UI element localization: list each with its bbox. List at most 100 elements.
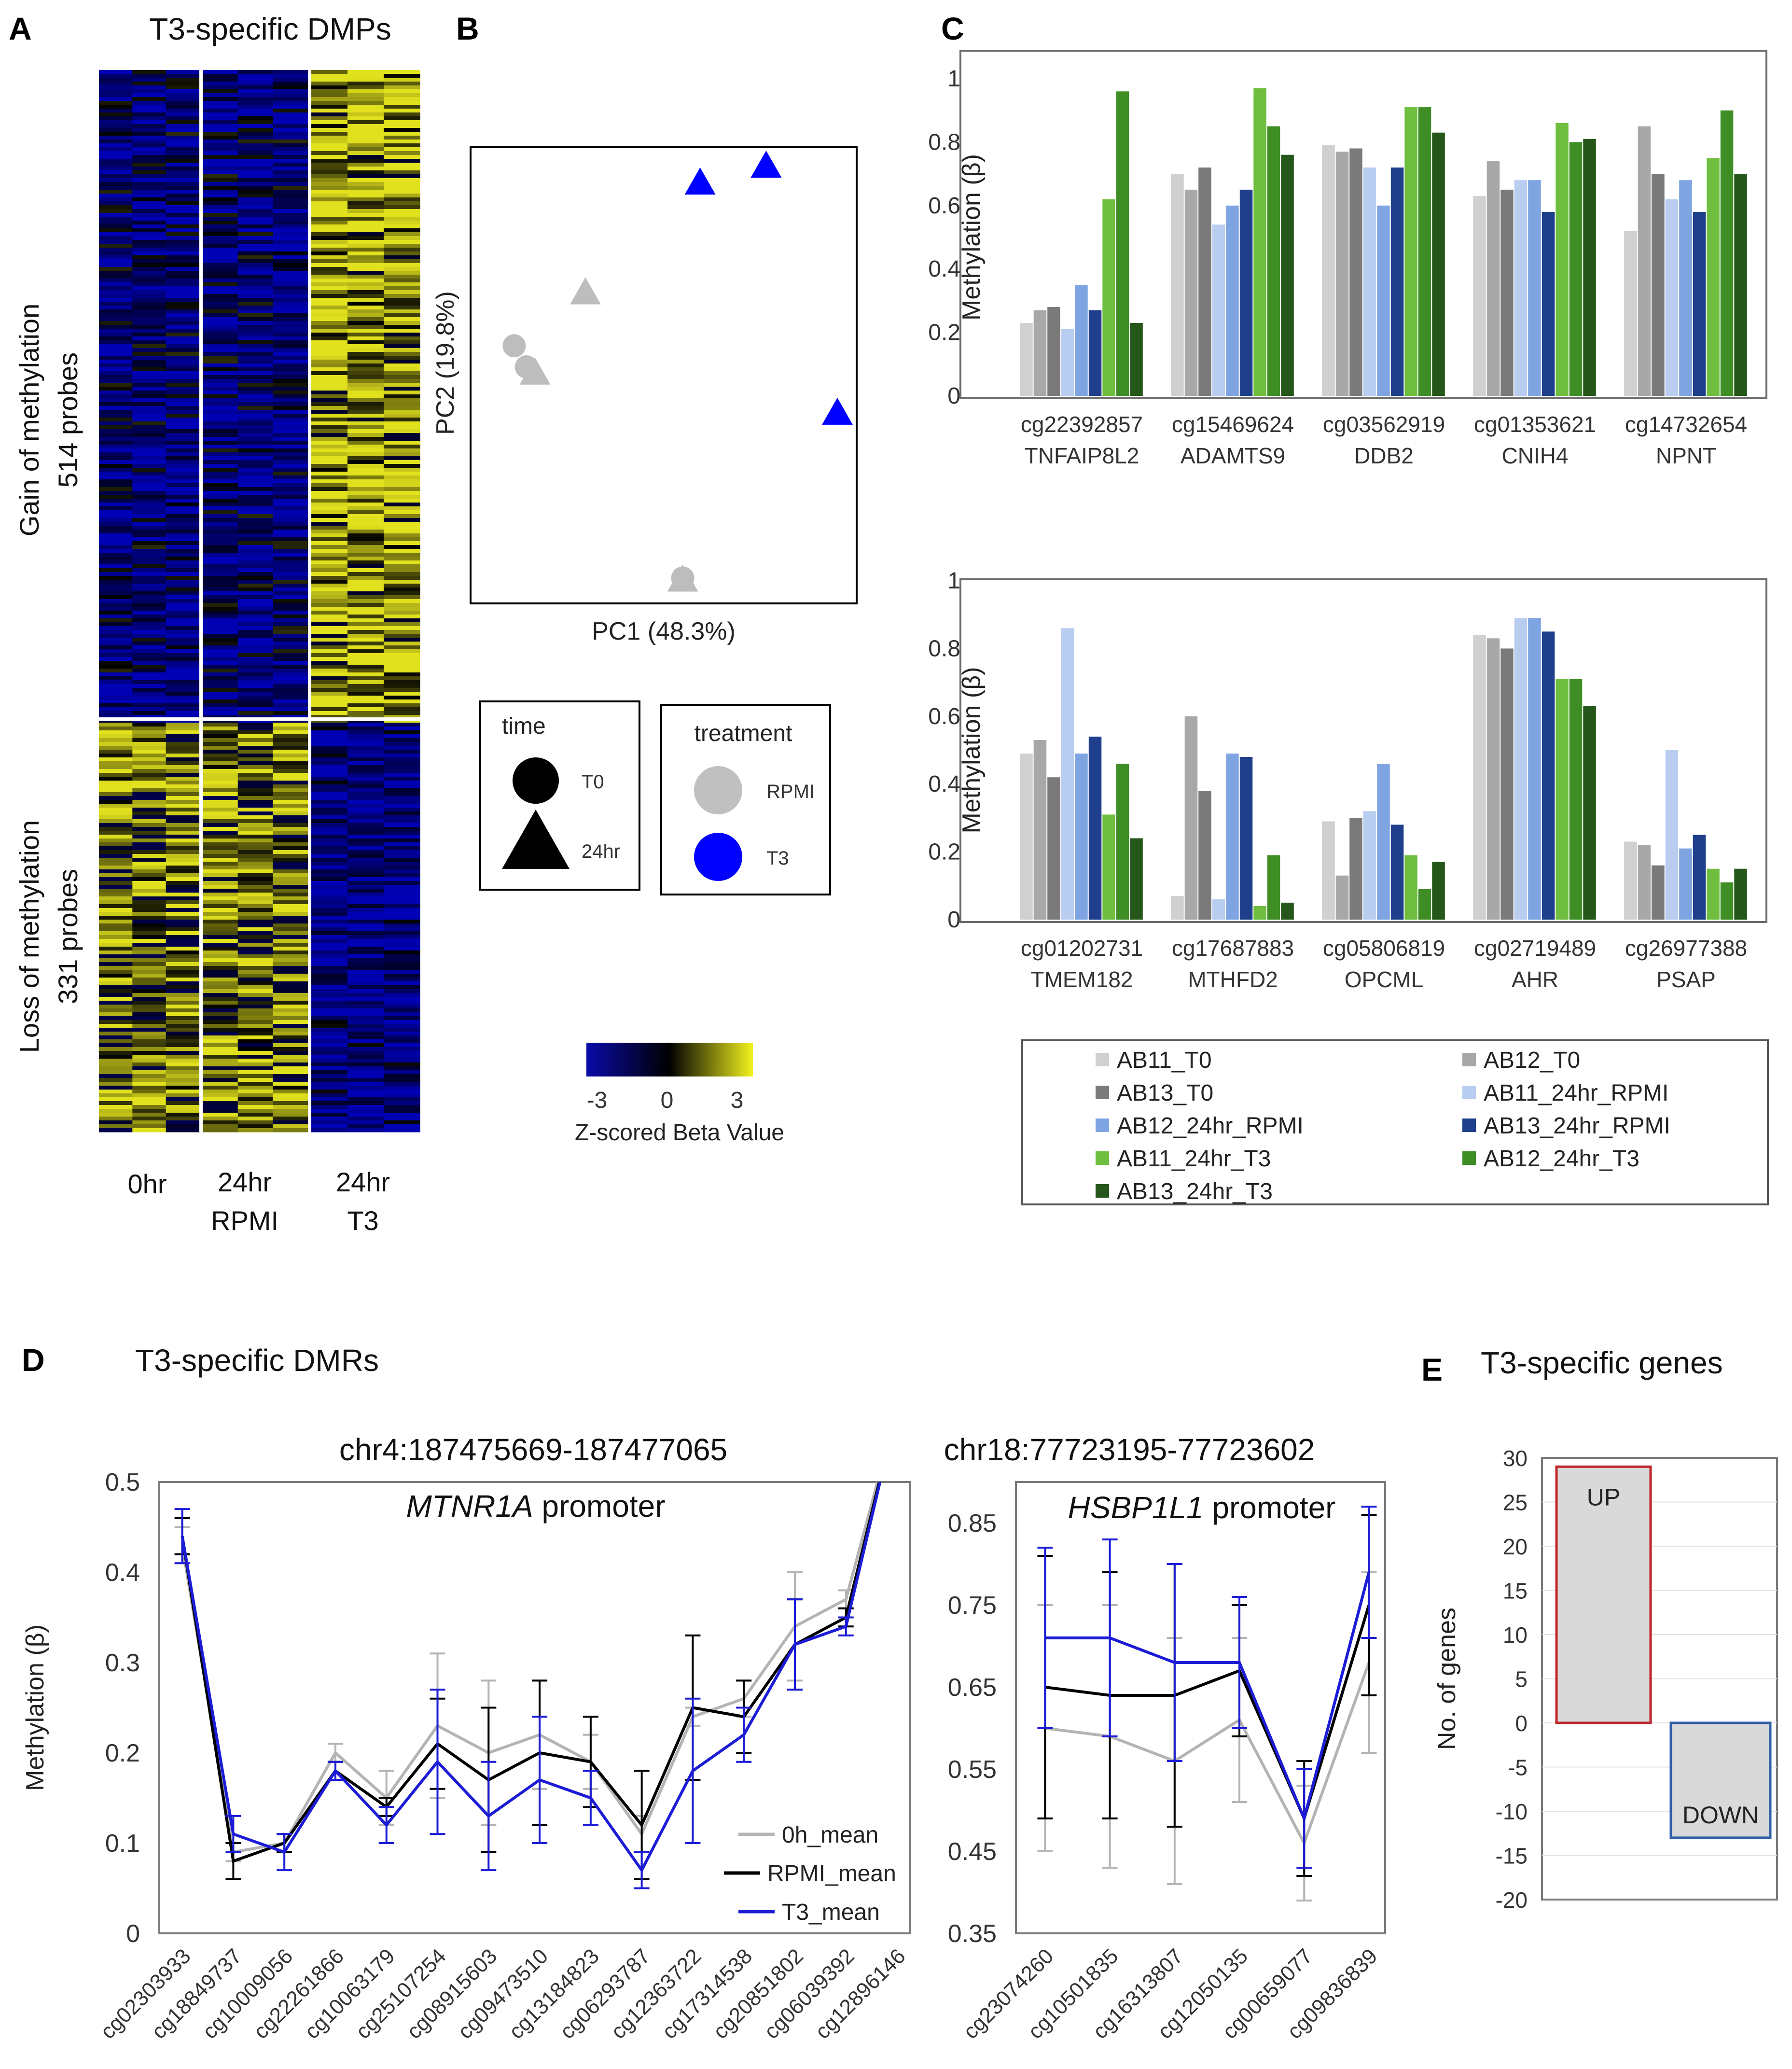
heatmap-cell <box>203 1066 238 1071</box>
heatmap-cell <box>347 437 384 441</box>
heatmap-cell <box>203 649 238 654</box>
bar <box>1281 154 1294 396</box>
heatmap-cell <box>237 128 273 132</box>
heatmap-cell <box>273 923 308 928</box>
heatmap-cell <box>237 1043 273 1048</box>
heatmap-cell <box>203 244 238 248</box>
heatmap-cell <box>384 456 420 461</box>
heatmap-cell <box>384 1055 420 1059</box>
heatmap-cell <box>132 479 167 484</box>
heatmap-cell <box>237 889 273 893</box>
heatmap-cell <box>347 263 384 267</box>
heatmap-cell <box>237 792 273 797</box>
heatmap-cell <box>384 866 420 870</box>
heatmap-cell <box>347 1012 384 1017</box>
heatmap-cell <box>347 777 384 781</box>
heatmap-cell <box>203 730 238 735</box>
heatmap-cell <box>132 213 167 217</box>
dmr-title: T3-specific DMRs <box>135 1343 379 1378</box>
heatmap-cell <box>99 626 133 630</box>
heatmap-cell <box>311 468 348 472</box>
heatmap-cell <box>166 155 200 159</box>
heatmap-cell <box>273 634 308 638</box>
heatmap-cell <box>132 1093 167 1098</box>
heatmap-cell <box>273 97 308 101</box>
heatmap-cell <box>347 931 384 936</box>
heatmap-cell <box>273 951 308 955</box>
heatmap-cell <box>166 213 200 217</box>
heatmap-cell <box>166 182 200 186</box>
heatmap-cell <box>166 522 200 526</box>
heatmap-cell <box>237 298 273 302</box>
heatmap-cell <box>99 576 133 580</box>
heatmap-cell <box>99 259 133 264</box>
heatmap-cell <box>203 1051 238 1055</box>
bar <box>1130 322 1143 396</box>
heatmap-cell <box>311 510 348 515</box>
heatmap-cell <box>237 78 273 82</box>
heatmap-cell <box>166 1109 200 1113</box>
heatmap-cell <box>273 730 308 735</box>
heatmap-cell <box>237 692 273 696</box>
heatmap-cell <box>273 719 308 723</box>
heatmap-cell <box>237 1059 273 1063</box>
heatmap-cell <box>99 587 133 592</box>
heatmap-cell <box>273 124 308 128</box>
y-tick-label: 0.1 <box>105 1830 140 1858</box>
heatmap-cell <box>384 221 420 225</box>
heatmap-cell <box>166 267 200 271</box>
heatmap-cell <box>311 839 348 843</box>
heatmap-cell <box>347 97 384 101</box>
heatmap-cell <box>237 707 273 712</box>
heatmap-cell <box>166 383 200 387</box>
heatmap-cell <box>384 1093 420 1098</box>
heatmap-cell <box>166 120 200 125</box>
heatmap-cell <box>237 294 273 298</box>
bar <box>1569 142 1583 396</box>
heatmap-cell <box>311 209 348 213</box>
heatmap-cell <box>347 194 384 198</box>
heatmap-cell <box>203 448 238 453</box>
heatmap-cell <box>311 1016 348 1021</box>
heatmap-cell <box>237 140 273 144</box>
heatmap-cell <box>237 120 273 125</box>
heatmap-cell <box>273 696 308 700</box>
heatmap-cell <box>311 784 348 789</box>
heatmap-cell <box>99 398 133 403</box>
heatmap-cell <box>311 823 348 827</box>
heatmap-cell <box>166 186 200 190</box>
heatmap-cell <box>273 765 308 769</box>
heatmap-cell <box>203 738 238 742</box>
heatmap-cell <box>273 800 308 804</box>
heatmap-cell <box>347 464 384 468</box>
heatmap-cell <box>384 781 420 785</box>
heatmap-cell <box>347 850 384 854</box>
gene-label: TNFAIP8L2 <box>1025 443 1139 468</box>
heatmap-cell <box>99 514 133 518</box>
heatmap-cell <box>203 939 238 943</box>
heatmap-cell <box>347 116 384 121</box>
heatmap-cell <box>237 522 273 526</box>
heatmap-cell <box>132 916 167 920</box>
heatmap-cell <box>132 665 167 669</box>
heatmap-cell <box>273 533 308 538</box>
heatmap-cell <box>237 831 273 835</box>
heatmap-cell <box>166 468 200 472</box>
heatmap-cell <box>384 858 420 862</box>
heatmap-cell <box>166 815 200 820</box>
bar <box>1377 764 1390 920</box>
heatmap-cell <box>311 920 348 924</box>
heatmap-cell <box>203 151 238 155</box>
heatmap-cell <box>132 1097 167 1102</box>
heatmap-cell <box>132 591 167 596</box>
heatmap-cell <box>166 433 200 437</box>
y-tick-label: 0.55 <box>948 1756 997 1784</box>
heatmap-cell <box>273 1109 308 1113</box>
heatmap-cell <box>99 1008 133 1013</box>
heatmap-cell <box>347 367 384 372</box>
bar <box>1665 199 1679 396</box>
heatmap-cell <box>166 962 200 966</box>
heatmap-cell <box>311 425 348 430</box>
heatmap-cell <box>384 290 420 294</box>
heatmap-cell <box>166 1035 200 1040</box>
